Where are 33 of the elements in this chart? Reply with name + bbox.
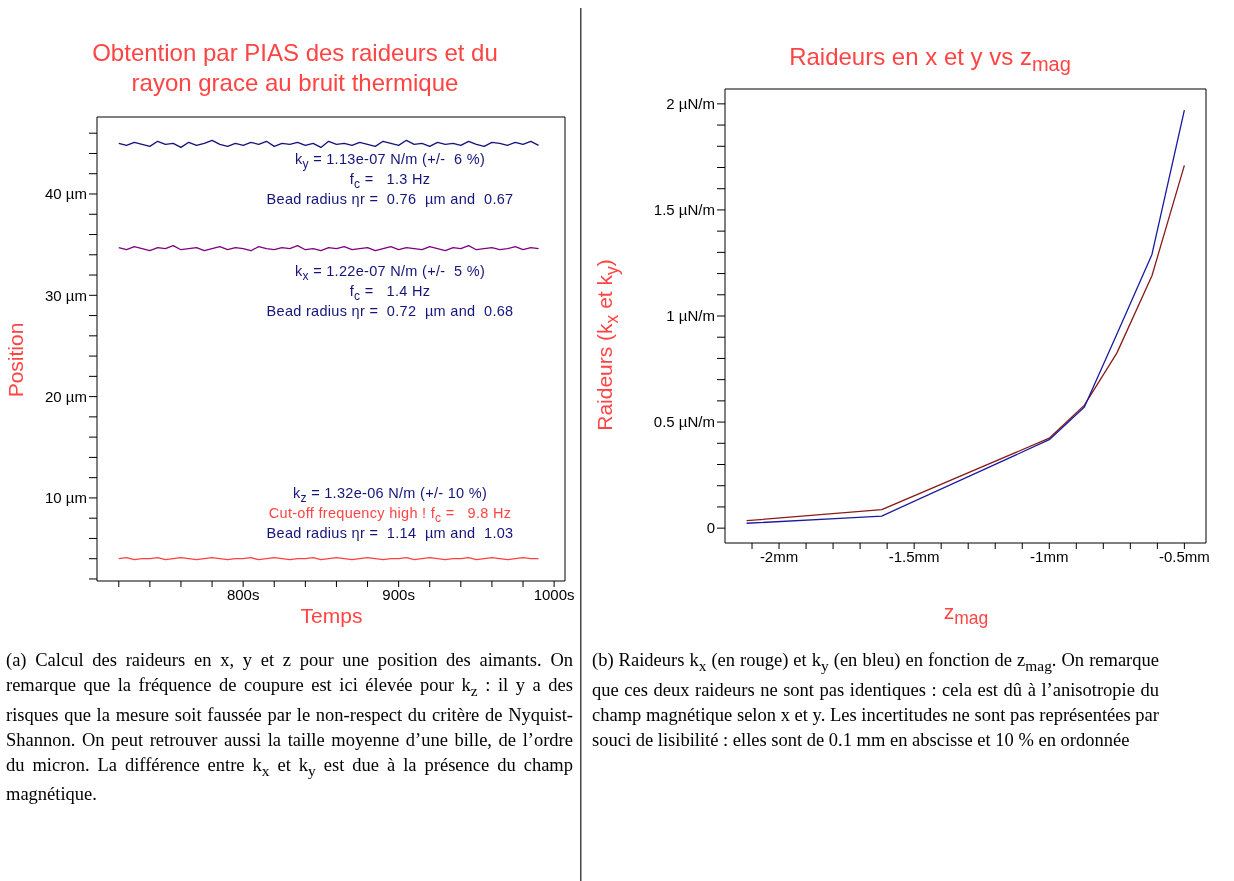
y-tick-label: 1 µN/m xyxy=(666,307,715,325)
x-tick-label: -1mm xyxy=(1030,547,1069,565)
y-tick-label: 30 µm xyxy=(45,286,87,304)
y-axis-title: Position xyxy=(4,322,28,398)
x-axis-title: Temps xyxy=(299,604,364,628)
x-tick-label: -0.5mm xyxy=(1158,547,1210,565)
y-tick-label: 10 µm xyxy=(45,489,87,507)
y-tick-label: 20 µm xyxy=(45,387,87,405)
annotation: Bead radius ηr = 0.72 µm and 0.68 xyxy=(265,302,515,320)
text: (b) Raideurs k$_{x}$ (en rouge) et k$_{y}$ (en bleu) en fonction de z$_{mag}$. On remarque que ces deux raideurs ne sont pas identiques : cela est dû à l’anisotropie du champ magnétique selon x et y. Les incertitudes ne sont pas représentées par souci de lisibilité : elles sont de 0.1 mm en abscisse et 10 % en ordonnée xyxy=(592,650,1159,750)
y-tick-label: 1.5 µN/m xyxy=(653,201,715,219)
x-tick-label: 1000s xyxy=(533,585,575,603)
annotation: k$_{y}$ = 1.13e-07 N/m (+/- 6 %) xyxy=(293,150,487,173)
annotation: k$_{x}$ = 1.22e-07 N/m (+/- 5 %) xyxy=(293,262,487,285)
y-tick-label: 2 µN/m xyxy=(666,95,715,113)
x-tick-label: 800s xyxy=(226,585,260,603)
annotation: k$_{z}$ = 1.32e-06 N/m (+/- 10 %) xyxy=(291,484,489,507)
y-tick-label: 0.5 µN/m xyxy=(653,413,715,431)
y-tick-label: 40 µm xyxy=(45,185,87,203)
annotation: Bead radius ηr = 0.76 µm and 0.67 xyxy=(265,190,515,208)
line-series xyxy=(118,139,540,149)
chart-title: Obtention par PIAS des raideurs et du rayon grace au bruit thermique xyxy=(91,38,499,98)
text: (a) Calcul des raideurs en x, y et z pour une position des aimants. On remarque que la fréquence de coupure est ici élevée pour k$_{z}$ : il y a des risques que la mesure soit faussée par le non-respect du critère de Nyquist-Shannon. On peut retrouver aussi la taille moyenne d’une bille, de l’ordre du micron. La différence entre k$_{x}$ et k$_{y}$ est due à la présence du champ magnétique. xyxy=(6,650,574,805)
x-tick-label: -1.5mm xyxy=(888,547,940,565)
x-tick-label: -2mm xyxy=(759,547,799,565)
x-tick-label: 900s xyxy=(382,585,415,603)
y-tick-label: 0 xyxy=(706,519,715,537)
annotation: f$_{c}$ = 1.4 Hz xyxy=(348,282,432,305)
chart-title: Raideurs en x et y vs z$_{mag}$ xyxy=(788,42,1072,77)
annotation: Bead radius ηr = 1.14 µm and 1.03 xyxy=(265,524,515,542)
x-axis-title: z$_{mag}$ xyxy=(942,600,990,630)
annotation: f$_{c}$ = 1.3 Hz xyxy=(348,170,432,193)
annotation: Cut-off frequency high ! f$_{c}$ = 9.8 Hz xyxy=(267,504,513,527)
